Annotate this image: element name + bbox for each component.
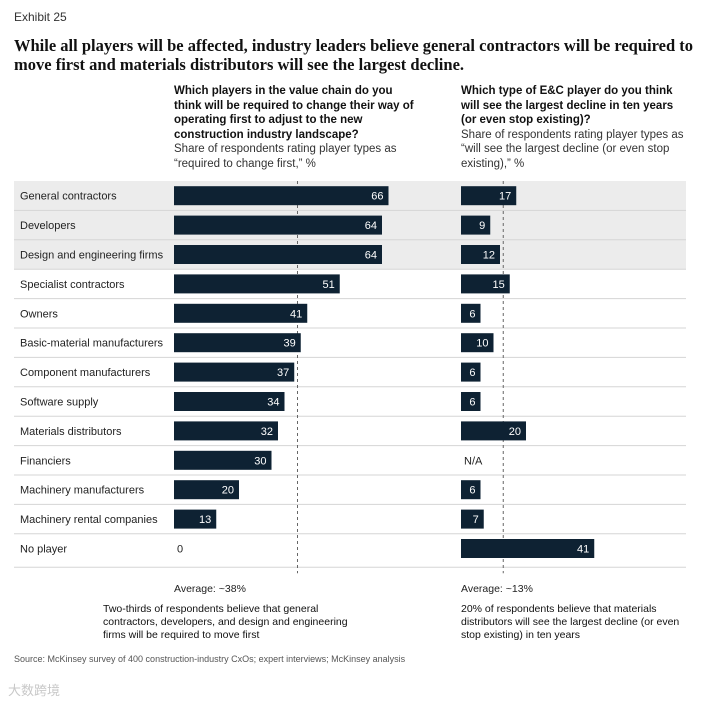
category-label: Component manufacturers — [20, 367, 151, 379]
right-data-label: 20 — [509, 426, 521, 438]
left-data-label: 32 — [261, 426, 273, 438]
category-label: Financiers — [20, 455, 71, 467]
left-data-label: 30 — [254, 455, 266, 467]
left-data-label: 51 — [323, 279, 335, 291]
category-label: Design and engineering firms — [20, 250, 164, 262]
left-data-label: 0 — [177, 544, 183, 556]
right-data-label: 7 — [473, 514, 479, 526]
left-average-label: Average: ~38% — [174, 583, 246, 595]
right-data-label: 6 — [469, 367, 475, 379]
right-bar — [461, 539, 594, 558]
left-bar — [174, 186, 389, 205]
category-label: Machinery rental companies — [20, 514, 158, 526]
category-label: No player — [20, 544, 67, 556]
category-label: Specialist contractors — [20, 279, 125, 291]
category-label: Materials distributors — [20, 426, 122, 438]
right-data-label: 6 — [469, 397, 475, 409]
left-chart-note: Two-thirds of respondents believe that g… — [103, 603, 353, 642]
category-label: Software supply — [20, 397, 99, 409]
category-label: Machinery manufacturers — [20, 485, 145, 497]
left-data-label: 39 — [284, 338, 296, 350]
category-label: Developers — [20, 220, 76, 232]
left-data-label: 34 — [267, 397, 279, 409]
right-data-label: 9 — [479, 220, 485, 232]
bar-charts: General contractors Developers Design and … — [0, 0, 723, 600]
left-data-label: 64 — [365, 220, 377, 232]
right-chart-note: 20% of respondents believe that material… — [461, 603, 689, 642]
category-label: General contractors — [20, 191, 117, 203]
right-average-label: Average: ~13% — [461, 583, 533, 595]
right-data-label: 6 — [469, 485, 475, 497]
right-bar — [461, 216, 490, 235]
left-bar — [174, 333, 301, 352]
right-data-label: N/A — [464, 455, 483, 467]
left-bar — [174, 274, 340, 293]
category-label: Owners — [20, 308, 58, 320]
watermark-logo: 大数跨境 — [8, 680, 60, 699]
right-data-label: 12 — [483, 250, 495, 262]
left-data-label: 13 — [199, 514, 211, 526]
left-data-label: 66 — [371, 191, 383, 203]
left-data-label: 64 — [365, 250, 377, 262]
left-data-label: 20 — [222, 485, 234, 497]
right-data-label: 6 — [469, 308, 475, 320]
right-data-label: 41 — [577, 544, 589, 556]
right-data-label: 15 — [493, 279, 505, 291]
category-label: Basic-material manufacturers — [20, 338, 164, 350]
left-bar — [174, 245, 382, 264]
right-data-label: 10 — [476, 338, 488, 350]
left-data-label: 37 — [277, 367, 289, 379]
left-data-label: 41 — [290, 308, 302, 320]
right-data-label: 17 — [499, 191, 511, 203]
left-bar — [174, 216, 382, 235]
source-note: Source: McKinsey survey of 400 construct… — [14, 654, 405, 664]
left-bar — [174, 304, 307, 323]
